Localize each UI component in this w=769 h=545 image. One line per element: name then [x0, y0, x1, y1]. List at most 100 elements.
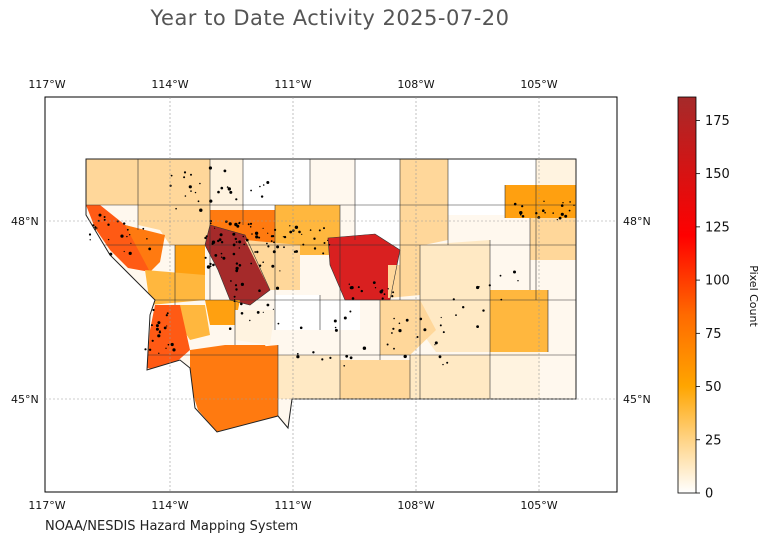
detection-dot	[452, 298, 455, 301]
detection-dot	[165, 347, 167, 349]
detection-dot	[128, 251, 132, 255]
detection-dot	[328, 244, 331, 246]
detection-dot	[209, 265, 212, 268]
detection-dot	[249, 319, 251, 322]
detection-dot	[166, 325, 168, 327]
detection-dot	[238, 222, 241, 225]
detection-dot	[262, 311, 264, 313]
detection-dot	[272, 308, 274, 310]
detection-dot	[391, 332, 393, 334]
detection-dot	[175, 207, 177, 210]
detection-dot	[227, 187, 231, 191]
detection-dot	[190, 173, 192, 176]
lon-labels-bottom: 117°W 114°W 111°W 108°W 105°W	[28, 499, 557, 512]
detection-dot	[230, 280, 232, 282]
detection-dot	[322, 252, 325, 255]
detection-dot	[313, 247, 317, 250]
county-powder-river	[490, 352, 540, 399]
detection-dot	[235, 288, 238, 291]
detection-dot	[249, 222, 253, 225]
detection-dot	[247, 223, 250, 226]
detection-dot	[349, 356, 353, 360]
detection-dot	[212, 263, 215, 267]
county-liberty-hill	[310, 159, 355, 210]
detection-dot	[398, 322, 401, 325]
detection-dot	[94, 228, 97, 230]
detection-dot	[560, 204, 564, 207]
detection-dot	[334, 328, 338, 332]
county-big-horn	[410, 355, 490, 399]
detection-dot	[259, 185, 261, 188]
detection-dot	[235, 269, 239, 273]
detection-dot	[254, 251, 257, 253]
detection-dot	[225, 220, 228, 223]
detection-dot	[519, 211, 523, 215]
detection-dot	[254, 231, 259, 235]
detection-dot	[148, 247, 152, 251]
detection-dot	[142, 227, 145, 230]
detection-dot	[405, 318, 409, 322]
detection-dot	[209, 262, 212, 266]
lon-labels-top: 117°W 114°W 111°W 108°W 105°W	[28, 78, 557, 91]
detection-dot	[226, 186, 229, 188]
detection-dot	[372, 281, 376, 284]
detection-dot	[403, 354, 407, 359]
detection-dot	[312, 351, 315, 354]
detection-dot	[348, 283, 350, 285]
detection-dot	[210, 222, 212, 225]
detection-dot	[419, 317, 423, 321]
detection-dot	[242, 235, 245, 238]
county-glacier	[210, 159, 243, 210]
detection-dot	[165, 314, 168, 317]
detection-dot	[258, 264, 262, 267]
detection-dot	[392, 291, 395, 294]
detection-dot	[240, 302, 243, 306]
colorbar-tick-label: 25	[705, 433, 722, 448]
detection-dot	[294, 225, 299, 229]
detection-dot	[232, 252, 236, 256]
detection-dot	[267, 245, 270, 248]
detection-dot	[172, 348, 176, 352]
detection-dot	[234, 237, 237, 241]
colorbar-label: Pixel Count	[747, 265, 760, 327]
detection-dot	[235, 198, 238, 201]
detection-dot	[206, 265, 211, 269]
detection-dot	[393, 347, 395, 350]
county-phillips	[400, 159, 448, 250]
colorbar-gradient	[677, 96, 697, 494]
detection-dot	[276, 245, 280, 249]
detection-dot	[235, 262, 239, 265]
colorbar-tick-label: 0	[705, 487, 713, 502]
detection-dot	[283, 246, 285, 249]
colorbar-tick-label: 150	[705, 167, 730, 182]
county-carbon	[340, 360, 410, 399]
detection-dot	[123, 222, 126, 225]
detection-dot	[423, 328, 427, 332]
detection-dot	[234, 284, 238, 287]
detection-dot	[190, 190, 192, 192]
detection-dot	[416, 336, 419, 338]
detection-dot	[170, 342, 174, 347]
detection-dot	[235, 241, 238, 243]
detection-dot	[521, 215, 525, 218]
detection-dot	[218, 238, 222, 242]
credit-text: NOAA/NESDIS Hazard Mapping System	[45, 519, 299, 534]
detection-dot	[301, 233, 303, 235]
detection-dot	[107, 238, 110, 241]
detection-dot	[279, 270, 281, 272]
detection-dot	[120, 234, 124, 238]
county-granite	[178, 305, 210, 340]
detection-dot	[296, 353, 299, 355]
detection-dot	[262, 184, 265, 186]
detection-dot	[273, 241, 275, 244]
detection-dot	[205, 235, 208, 238]
detection-dot	[169, 184, 172, 187]
lat-labels: 48°N 45°N 48°N 45°N	[11, 215, 651, 406]
detection-dot	[283, 235, 287, 239]
detection-dot	[96, 227, 98, 229]
detection-dot	[158, 331, 162, 334]
county-petroleum	[400, 245, 420, 295]
detection-dot	[184, 195, 187, 197]
detection-dot	[387, 288, 389, 290]
detection-dot	[219, 233, 223, 237]
